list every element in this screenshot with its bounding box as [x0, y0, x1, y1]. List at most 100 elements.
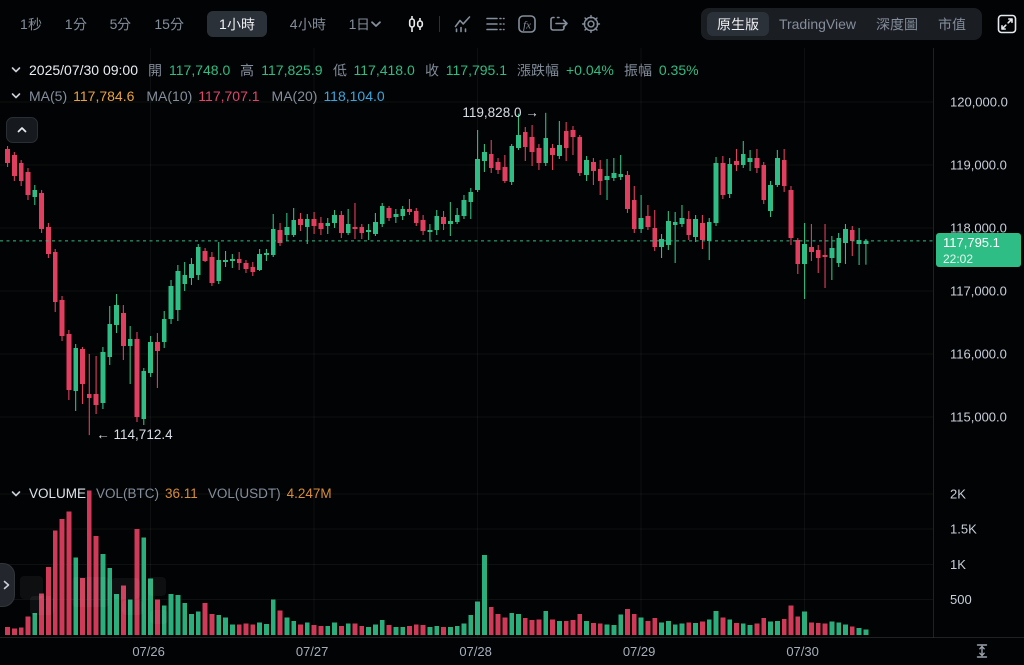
interval-button-1秒[interactable]: 1 [20, 16, 42, 32]
candle-body [175, 270, 181, 311]
cjk-glyph-6df1 [876, 17, 890, 31]
cjk-glyph-5206 [170, 17, 184, 31]
volume-bar [781, 618, 787, 635]
volume-collapse-icon[interactable] [10, 488, 22, 500]
candle-body [155, 341, 160, 352]
interval-dropdown-button[interactable] [364, 12, 388, 36]
last-price-time: 22:02 [943, 252, 974, 266]
volume-bar [843, 624, 848, 635]
fullscreen-button[interactable] [996, 13, 1018, 35]
cjk-glyph-79d2 [28, 17, 42, 31]
low-label [332, 62, 347, 78]
volume-bar [427, 627, 433, 635]
candle-body [856, 240, 862, 245]
candle-body [257, 254, 262, 271]
candle-body [638, 218, 644, 230]
candle-body [298, 218, 303, 226]
volume-bar [175, 594, 181, 635]
legend-collapse-icon[interactable] [10, 64, 22, 76]
cjk-glyph-5716 [905, 17, 917, 31]
candle-body [18, 163, 24, 182]
volume-bar [536, 619, 542, 635]
candle-body [543, 137, 549, 164]
candle-body [134, 338, 140, 417]
volume-bar [584, 620, 589, 635]
cjk-glyph-5206 [117, 17, 131, 31]
formula-icon[interactable]: fx [516, 13, 538, 35]
candle-body [454, 215, 460, 223]
cjk-glyph-9ad8 [241, 63, 254, 77]
ma-legend: MA(5) 117,784.6 MA(10) 117,707.1 MA(20) … [10, 88, 385, 104]
settings-gear-icon[interactable] [580, 13, 602, 35]
candle-body [631, 200, 637, 230]
candle-body [114, 304, 119, 326]
volume-bar [352, 623, 358, 635]
volume-bar [359, 626, 365, 635]
price-axis-label: 120,000.0 [950, 95, 1008, 110]
candle-body [107, 323, 113, 357]
screenshot-share-icon[interactable] [548, 13, 570, 35]
last-price-badge[interactable]: 117,795.1 22:02 [936, 233, 1021, 267]
interval-button-15分[interactable]: 15 [154, 16, 184, 32]
candle-body [39, 192, 44, 230]
candle-body [229, 259, 235, 261]
candle-body [747, 158, 753, 163]
axis-scale-button[interactable] [973, 642, 991, 660]
candle-body [468, 192, 474, 202]
volume-bar [155, 599, 160, 635]
volume-bar [86, 490, 92, 635]
volume-bar [209, 613, 215, 635]
side-panel-expand-button[interactable] [0, 563, 15, 607]
candle-body [25, 171, 31, 196]
change-label [517, 62, 559, 78]
candle-body [250, 266, 256, 272]
candle-body [59, 300, 65, 337]
cjk-glyph-5c0f [227, 17, 241, 31]
volume-bar [706, 619, 712, 635]
interval-button-5分[interactable]: 5 [110, 16, 132, 32]
pane-collapse-button[interactable] [6, 117, 38, 143]
volume-bar [39, 593, 44, 635]
price-axis-label: 117,000.0 [950, 284, 1007, 299]
candle-body [597, 169, 603, 182]
candlestick-style-icon[interactable] [405, 13, 427, 35]
candle-body [604, 175, 610, 181]
candle-body [802, 244, 807, 264]
chevron-down-icon [11, 490, 21, 496]
candle-body [829, 248, 835, 259]
high-value: 117,825.9 [261, 62, 323, 78]
view-tab-市值[interactable] [928, 12, 976, 36]
view-tab-TradingView[interactable]: TradingView [778, 16, 856, 32]
view-tab-深度圖[interactable] [866, 12, 928, 36]
candle-body [809, 247, 814, 253]
indicator-icon[interactable] [452, 13, 474, 35]
watermark-block [20, 576, 43, 599]
candle-body [795, 240, 801, 264]
candle-body [815, 249, 821, 259]
cjk-glyph-5c0f [298, 17, 312, 31]
cjk-glyph-8dcc [531, 63, 545, 77]
amplitude-value: 0.35% [658, 62, 699, 78]
candle-body [223, 259, 228, 263]
volume-bar [114, 594, 119, 635]
interval-button-1日[interactable]: 1 [349, 16, 371, 32]
interval-button-1小時[interactable]: 1 [206, 11, 267, 37]
watermark-block [122, 600, 143, 615]
volume-bar [250, 624, 256, 635]
ma-collapse-icon[interactable] [10, 90, 22, 102]
indicator-list-icon[interactable] [484, 13, 506, 35]
view-tab-原生版[interactable] [706, 12, 769, 36]
candle-body [475, 159, 480, 190]
volume-bar [291, 620, 297, 635]
interval-button-4小時[interactable]: 4 [290, 16, 326, 32]
candle-body [618, 174, 624, 178]
volume-bar [591, 622, 596, 635]
interval-button-1分[interactable]: 1 [65, 16, 87, 32]
volume-bar [407, 625, 412, 635]
volume-axis-label: 500 [950, 592, 972, 607]
candle-body [529, 137, 535, 153]
volume-bar [829, 621, 835, 635]
candle-body [822, 255, 828, 257]
candle-body [216, 259, 222, 282]
